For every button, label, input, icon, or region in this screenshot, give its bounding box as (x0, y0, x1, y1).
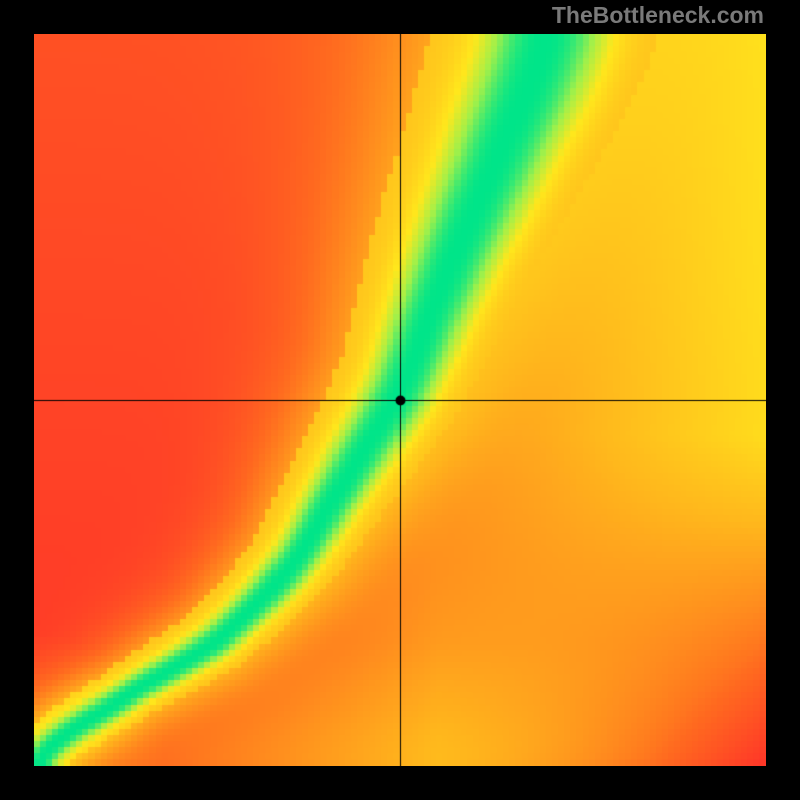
heatmap-plot (34, 34, 766, 766)
watermark-text: TheBottleneck.com (552, 2, 764, 29)
